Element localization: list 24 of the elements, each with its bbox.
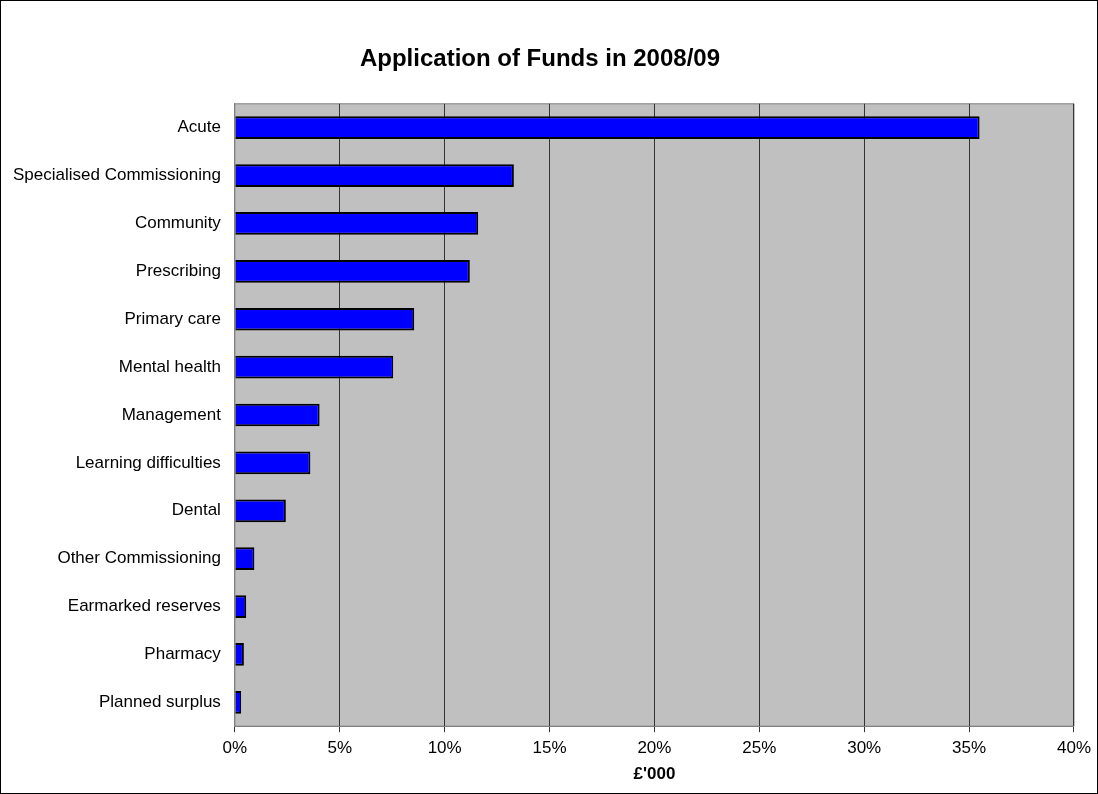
x-tick-label: 15% [532, 738, 567, 758]
y-tick-label: Prescribing [135, 261, 221, 281]
x-tick-label: 35% [952, 738, 987, 758]
x-axis-title: £'000 [633, 764, 676, 784]
x-tick-label: 0% [222, 738, 248, 758]
x-tick-label: 40% [1056, 738, 1091, 758]
chart-title: Application of Funds in 2008/09 [359, 44, 721, 72]
y-tick-label: Community [134, 213, 222, 233]
y-tick-label: Learning difficulties [75, 452, 221, 472]
y-tick-label: Pharmacy [144, 644, 222, 664]
y-tick-label: Management [121, 404, 222, 424]
y-tick-label: Specialised Commissioning [12, 165, 221, 185]
x-tick-label: 20% [637, 738, 672, 758]
x-tick-label: 10% [427, 738, 462, 758]
x-tick-label: 5% [327, 738, 353, 758]
y-tick-label: Mental health [118, 356, 221, 376]
x-tick-label: 25% [742, 738, 777, 758]
x-tick-label: 30% [847, 738, 882, 758]
y-tick-label: Earmarked reserves [67, 596, 221, 616]
y-tick-label: Other Commissioning [57, 548, 221, 568]
y-tick-label: Acute [177, 117, 221, 137]
y-tick-label: Planned surplus [98, 691, 221, 711]
y-tick-label: Primary care [124, 308, 221, 328]
y-tick-label: Dental [171, 500, 221, 520]
